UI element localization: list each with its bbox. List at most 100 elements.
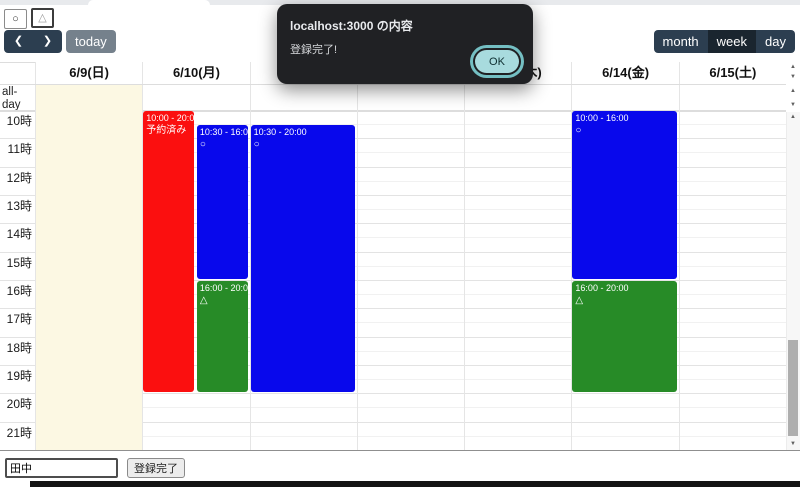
time-grid-column-6/9(日)[interactable] [35, 110, 143, 450]
event-title: ○ [253, 139, 260, 151]
circle-symbol-button[interactable]: ○ [4, 9, 27, 29]
scrollbar-up-icon[interactable]: ▲ [790, 64, 796, 70]
half-hour-gridline [35, 265, 786, 267]
next-button[interactable]: ❯ [33, 30, 62, 53]
time-grid-column-6/12(水)[interactable] [356, 110, 464, 450]
half-hour-gridline [35, 294, 786, 296]
event-title: 予約済み [146, 125, 187, 136]
taskbar-edge [30, 481, 800, 487]
day-header-6/9(日): 6/9(日) [35, 62, 143, 84]
event-time: 16:00 - 20:00 [199, 282, 248, 293]
day-header-6/15(土): 6/15(土) [678, 62, 786, 84]
all-day-cell-6/13(木)[interactable] [464, 85, 572, 110]
time-grid-column-6/11(火)[interactable] [249, 110, 357, 450]
hour-label: 21時 [6, 425, 32, 440]
register-complete-button[interactable]: 登録完了 [127, 458, 185, 478]
scrollbar-thumb[interactable] [788, 340, 798, 436]
hour-gridline [0, 336, 786, 338]
hour-label: 14時 [6, 227, 32, 242]
scrollbar-down-icon[interactable]: ▼ [790, 74, 796, 80]
hour-gridline [0, 308, 786, 310]
all-day-cell-6/12(水)[interactable] [356, 85, 465, 110]
dialog-title: localhost:3000 の内容 [290, 19, 413, 33]
hour-gridline [0, 421, 786, 423]
view-switcher: month week day [653, 30, 795, 53]
calendar-event[interactable]: 10:30 - 16:00○ [196, 125, 248, 279]
name-input[interactable] [5, 458, 118, 478]
hour-gridline [0, 279, 786, 281]
event-time: 10:30 - 16:00 [199, 127, 248, 138]
all-day-cell-6/9(日)[interactable] [35, 85, 143, 110]
time-grid-column-6/10(月)[interactable] [142, 110, 249, 450]
calendar-event[interactable]: 10:00 - 20:00 予約済み [143, 111, 194, 393]
half-hour-gridline [35, 180, 786, 182]
time-grid-column-6/15(土)[interactable] [678, 110, 786, 450]
half-hour-gridline [35, 435, 786, 437]
browser-chrome-strip [0, 0, 800, 5]
header-divider [0, 84, 786, 85]
all-day-label: all-day [2, 86, 21, 112]
prev-next-group: ❮ ❯ [4, 30, 62, 53]
event-time: 10:00 - 20:00 [146, 113, 194, 123]
half-hour-gridline [35, 124, 786, 126]
hour-gridline [0, 223, 786, 225]
dialog-message: 登録完了! [290, 44, 338, 56]
all-day-divider [0, 110, 786, 112]
hour-gridline [0, 393, 786, 395]
all-day-cell-6/14(金)[interactable] [571, 85, 679, 110]
scrollbar-down-icon[interactable]: ▼ [790, 441, 796, 447]
all-day-cell-6/11(火)[interactable] [249, 85, 357, 110]
event-title: △ [199, 294, 208, 306]
half-hour-gridline [35, 350, 786, 352]
ok-button[interactable]: OK [475, 50, 519, 73]
half-hour-gridline [35, 237, 786, 239]
alert-dialog: localhost:3000 の内容 登録完了! OK [277, 4, 533, 84]
half-hour-gridline [35, 379, 786, 381]
triangle-symbol-button[interactable]: △ [31, 8, 54, 28]
all-day-cell-6/10(月)[interactable] [142, 85, 250, 110]
hour-gridline [0, 138, 786, 140]
half-hour-gridline [35, 152, 786, 154]
event-time: 10:30 - 20:00 [253, 127, 307, 138]
hour-gridline [0, 251, 786, 253]
today-button[interactable]: today [66, 30, 116, 53]
day-header-6/14(金): 6/14(金) [571, 62, 679, 84]
chevron-left-icon: ❮ [13, 35, 24, 47]
time-grid-column-6/13(木)[interactable] [464, 110, 571, 450]
view-button-month[interactable]: month [653, 30, 708, 53]
day-header-6/10(月): 6/10(月) [142, 62, 250, 84]
all-day-cell-6/15(土)[interactable] [678, 85, 786, 110]
hour-label: 10時 [6, 114, 32, 128]
event-title: ○ [199, 139, 206, 151]
chevron-right-icon: ❯ [42, 35, 53, 47]
hour-label: 12時 [6, 170, 32, 185]
hour-label: 18時 [6, 340, 32, 355]
half-hour-gridline [35, 407, 786, 409]
view-button-week[interactable]: week [707, 30, 757, 53]
calendar-event[interactable]: 16:00 - 20:00△ [196, 280, 248, 393]
hour-gridline [0, 194, 786, 196]
calendar-event[interactable]: 10:30 - 20:00 ○ [250, 125, 355, 393]
half-hour-gridline [35, 209, 786, 211]
calendar-event[interactable]: 10:00 - 16:00 ○ [572, 111, 677, 279]
half-hour-gridline [35, 322, 786, 324]
hour-label: 11時 [7, 142, 32, 157]
event-title: ○ [575, 125, 582, 136]
event-title: △ [575, 294, 584, 306]
scrollbar-up-icon[interactable]: ▲ [790, 114, 796, 120]
prev-button[interactable]: ❮ [4, 30, 33, 53]
scrollbar-down-icon[interactable]: ▼ [790, 102, 796, 108]
scrollbar-up-icon[interactable]: ▲ [790, 88, 796, 94]
hour-label: 16時 [6, 283, 32, 298]
hour-gridline [0, 166, 786, 168]
hour-label: 15時 [6, 255, 32, 270]
calendar-event[interactable]: 16:00 - 20:00△ [572, 280, 677, 393]
time-grid-column-6/14(金)[interactable] [571, 110, 678, 450]
hour-label: 19時 [6, 368, 32, 383]
event-time: 16:00 - 20:00 [575, 282, 629, 293]
hour-label: 13時 [6, 198, 32, 213]
grid-bottom-border [0, 450, 800, 451]
hour-gridline [0, 364, 786, 366]
view-button-day[interactable]: day [756, 30, 795, 53]
